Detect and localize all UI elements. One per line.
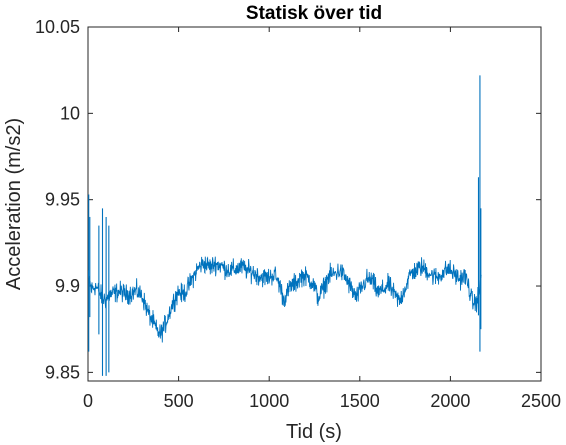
x-tick-label: 1000: [249, 391, 289, 411]
y-axis: 9.85 9.9 9.95 10 10.05: [35, 17, 541, 382]
y-axis-label: Acceleration (m/s2): [3, 118, 25, 290]
y-tick-label: 9.95: [45, 190, 80, 210]
x-tick-label: 2000: [430, 391, 470, 411]
x-axis: 0 500 1000 1500 2000 2500: [83, 27, 561, 411]
y-tick-label: 10.05: [35, 17, 80, 37]
series-line: [88, 256, 482, 343]
y-tick-label: 10: [60, 103, 80, 123]
x-tick-label: 500: [164, 391, 194, 411]
x-tick-label: 0: [83, 391, 93, 411]
x-tick-label: 2500: [521, 391, 561, 411]
x-axis-label: Tid (s): [286, 421, 342, 443]
y-tick-label: 9.85: [45, 362, 80, 382]
chart-title: Statisk över tid: [246, 3, 382, 24]
x-tick-label: 1500: [340, 391, 380, 411]
y-tick-label: 9.9: [55, 276, 80, 296]
series-layer: [88, 75, 482, 376]
